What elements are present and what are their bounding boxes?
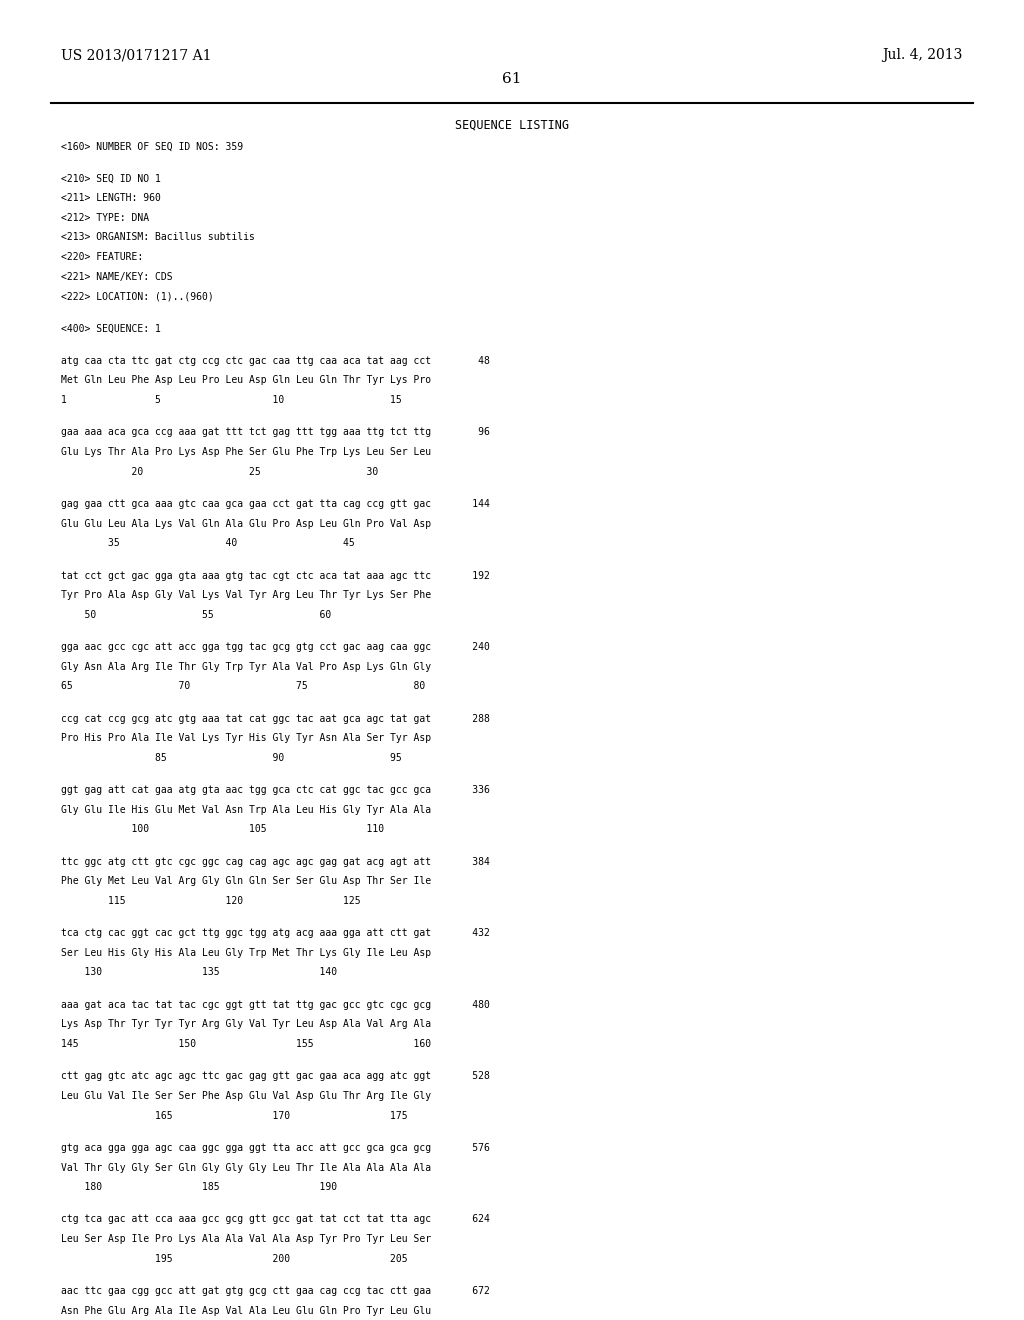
Text: aac ttc gaa cgg gcc att gat gtg gcg ctt gaa cag ccg tac ctt gaa       672: aac ttc gaa cgg gcc att gat gtg gcg ctt … — [61, 1286, 490, 1296]
Text: gaa aaa aca gca ccg aaa gat ttt tct gag ttt tgg aaa ttg tct ttg        96: gaa aaa aca gca ccg aaa gat ttt tct gag … — [61, 428, 490, 437]
Text: 100                 105                 110: 100 105 110 — [61, 825, 385, 834]
Text: <211> LENGTH: 960: <211> LENGTH: 960 — [61, 193, 162, 203]
Text: aaa gat aca tac tat tac cgc ggt gtt tat ttg gac gcc gtc cgc gcg       480: aaa gat aca tac tat tac cgc ggt gtt tat … — [61, 999, 490, 1010]
Text: 50                  55                  60: 50 55 60 — [61, 610, 332, 619]
Text: gag gaa ctt gca aaa gtc caa gca gaa cct gat tta cag ccg gtt gac       144: gag gaa ctt gca aaa gtc caa gca gaa cct … — [61, 499, 490, 510]
Text: atg caa cta ttc gat ctg ccg ctc gac caa ttg caa aca tat aag cct        48: atg caa cta ttc gat ctg ccg ctc gac caa … — [61, 356, 490, 366]
Text: Gly Asn Ala Arg Ile Thr Gly Trp Tyr Ala Val Pro Asp Lys Gln Gly: Gly Asn Ala Arg Ile Thr Gly Trp Tyr Ala … — [61, 661, 431, 672]
Text: 85                  90                  95: 85 90 95 — [61, 752, 402, 763]
Text: Met Gln Leu Phe Asp Leu Pro Leu Asp Gln Leu Gln Thr Tyr Lys Pro: Met Gln Leu Phe Asp Leu Pro Leu Asp Gln … — [61, 375, 431, 385]
Text: 61: 61 — [502, 73, 522, 86]
Text: <220> FEATURE:: <220> FEATURE: — [61, 252, 143, 261]
Text: Lys Asp Thr Tyr Tyr Tyr Arg Gly Val Tyr Leu Asp Ala Val Arg Ala: Lys Asp Thr Tyr Tyr Tyr Arg Gly Val Tyr … — [61, 1019, 431, 1030]
Text: ctt gag gtc atc agc agc ttc gac gag gtt gac gaa aca agg atc ggt       528: ctt gag gtc atc agc agc ttc gac gag gtt … — [61, 1072, 490, 1081]
Text: Glu Glu Leu Ala Lys Val Gln Ala Glu Pro Asp Leu Gln Pro Val Asp: Glu Glu Leu Ala Lys Val Gln Ala Glu Pro … — [61, 519, 431, 528]
Text: 165                 170                 175: 165 170 175 — [61, 1110, 409, 1121]
Text: Jul. 4, 2013: Jul. 4, 2013 — [883, 49, 963, 62]
Text: 130                 135                 140: 130 135 140 — [61, 968, 338, 978]
Text: 35                  40                  45: 35 40 45 — [61, 539, 355, 548]
Text: SEQUENCE LISTING: SEQUENCE LISTING — [455, 119, 569, 132]
Text: <221> NAME/KEY: CDS: <221> NAME/KEY: CDS — [61, 272, 173, 281]
Text: Gly Glu Ile His Glu Met Val Asn Trp Ala Leu His Gly Tyr Ala Ala: Gly Glu Ile His Glu Met Val Asn Trp Ala … — [61, 805, 431, 814]
Text: tat cct gct gac gga gta aaa gtg tac cgt ctc aca tat aaa agc ttc       192: tat cct gct gac gga gta aaa gtg tac cgt … — [61, 570, 490, 581]
Text: <160> NUMBER OF SEQ ID NOS: 359: <160> NUMBER OF SEQ ID NOS: 359 — [61, 141, 244, 152]
Text: Ser Leu His Gly His Ala Leu Gly Trp Met Thr Lys Gly Ile Leu Asp: Ser Leu His Gly His Ala Leu Gly Trp Met … — [61, 948, 431, 958]
Text: Phe Gly Met Leu Val Arg Gly Gln Gln Ser Ser Glu Asp Thr Ser Ile: Phe Gly Met Leu Val Arg Gly Gln Gln Ser … — [61, 876, 431, 886]
Text: <213> ORGANISM: Bacillus subtilis: <213> ORGANISM: Bacillus subtilis — [61, 232, 255, 243]
Text: Leu Glu Val Ile Ser Ser Phe Asp Glu Val Asp Glu Thr Arg Ile Gly: Leu Glu Val Ile Ser Ser Phe Asp Glu Val … — [61, 1090, 431, 1101]
Text: Glu Lys Thr Ala Pro Lys Asp Phe Ser Glu Phe Trp Lys Leu Ser Leu: Glu Lys Thr Ala Pro Lys Asp Phe Ser Glu … — [61, 447, 431, 457]
Text: gga aac gcc cgc att acc gga tgg tac gcg gtg cct gac aag caa ggc       240: gga aac gcc cgc att acc gga tgg tac gcg … — [61, 642, 490, 652]
Text: ggt gag att cat gaa atg gta aac tgg gca ctc cat ggc tac gcc gca       336: ggt gag att cat gaa atg gta aac tgg gca … — [61, 785, 490, 795]
Text: <210> SEQ ID NO 1: <210> SEQ ID NO 1 — [61, 174, 162, 183]
Text: 115                 120                 125: 115 120 125 — [61, 896, 361, 906]
Text: <222> LOCATION: (1)..(960): <222> LOCATION: (1)..(960) — [61, 292, 214, 301]
Text: 65                  70                  75                  80: 65 70 75 80 — [61, 681, 426, 692]
Text: ctg tca gac att cca aaa gcc gcg gtt gcc gat tat cct tat tta agc       624: ctg tca gac att cca aaa gcc gcg gtt gcc … — [61, 1214, 490, 1225]
Text: Pro His Pro Ala Ile Val Lys Tyr His Gly Tyr Asn Ala Ser Tyr Asp: Pro His Pro Ala Ile Val Lys Tyr His Gly … — [61, 733, 431, 743]
Text: 145                 150                 155                 160: 145 150 155 160 — [61, 1039, 431, 1049]
Text: 20                  25                  30: 20 25 30 — [61, 467, 379, 477]
Text: Tyr Pro Ala Asp Gly Val Lys Val Tyr Arg Leu Thr Tyr Lys Ser Phe: Tyr Pro Ala Asp Gly Val Lys Val Tyr Arg … — [61, 590, 431, 601]
Text: Asn Phe Glu Arg Ala Ile Asp Val Ala Leu Glu Gln Pro Tyr Leu Glu: Asn Phe Glu Arg Ala Ile Asp Val Ala Leu … — [61, 1305, 431, 1316]
Text: gtg aca gga gga agc caa ggc gga ggt tta acc att gcc gca gca gcg       576: gtg aca gga gga agc caa ggc gga ggt tta … — [61, 1143, 490, 1152]
Text: <212> TYPE: DNA: <212> TYPE: DNA — [61, 213, 150, 223]
Text: Leu Ser Asp Ile Pro Lys Ala Ala Val Ala Asp Tyr Pro Tyr Leu Ser: Leu Ser Asp Ile Pro Lys Ala Ala Val Ala … — [61, 1234, 431, 1243]
Text: 180                 185                 190: 180 185 190 — [61, 1183, 338, 1192]
Text: 1               5                   10                  15: 1 5 10 15 — [61, 395, 402, 405]
Text: US 2013/0171217 A1: US 2013/0171217 A1 — [61, 49, 212, 62]
Text: ttc ggc atg ctt gtc cgc ggc cag cag agc agc gag gat acg agt att       384: ttc ggc atg ctt gtc cgc ggc cag cag agc … — [61, 857, 490, 867]
Text: Val Thr Gly Gly Ser Gln Gly Gly Gly Leu Thr Ile Ala Ala Ala Ala: Val Thr Gly Gly Ser Gln Gly Gly Gly Leu … — [61, 1163, 431, 1172]
Text: 195                 200                 205: 195 200 205 — [61, 1254, 409, 1263]
Text: <400> SEQUENCE: 1: <400> SEQUENCE: 1 — [61, 323, 162, 334]
Text: ccg cat ccg gcg atc gtg aaa tat cat ggc tac aat gca agc tat gat       288: ccg cat ccg gcg atc gtg aaa tat cat ggc … — [61, 714, 490, 723]
Text: tca ctg cac ggt cac gct ttg ggc tgg atg acg aaa gga att ctt gat       432: tca ctg cac ggt cac gct ttg ggc tgg atg … — [61, 928, 490, 939]
